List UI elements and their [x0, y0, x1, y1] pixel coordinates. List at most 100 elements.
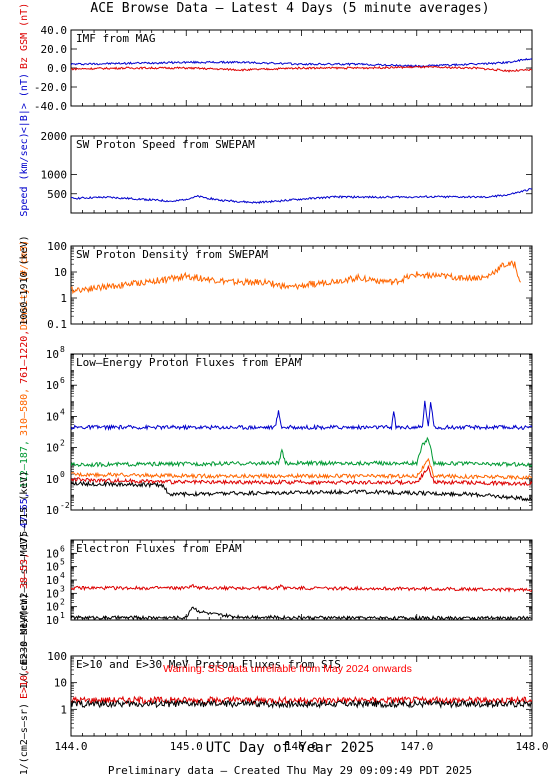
series-line-310-580: [71, 457, 532, 481]
series-line-e-10: [71, 695, 532, 706]
panel-title: Electron Fluxes from EPAM: [76, 542, 242, 555]
y-axis-label: 1/(cm2–s–sr–MeV) 47–65, 112–187, 310–580, 76…: [19, 235, 30, 628]
y-tick-label: 10: [46, 348, 59, 361]
series-line-density: [71, 260, 521, 295]
warning-annotation: Warning: SIS data unreliable from May 20…: [163, 663, 412, 675]
panel-5: 100 10 1 E>10 and E>30 MeV Proton Fluxes fr…: [19, 617, 549, 776]
y-axis-label-part: 1060–1910 (keV): [19, 235, 30, 325]
y-tick-label: 0.1: [47, 318, 67, 331]
series-group: [71, 260, 521, 295]
y-tick-label: 10: [46, 561, 59, 574]
y-tick-label: 10: [54, 677, 67, 690]
x-axis-label: UTC Day of Year 2025: [206, 740, 375, 756]
y-axis-label: 1/(cm2–s–sr) E>10, E>30 MeV: [19, 617, 30, 776]
y-axis-label-part: 1/(cm2–s–sr–MeV): [19, 532, 30, 628]
y-tick-label: 100: [47, 650, 67, 663]
series-group: [71, 695, 532, 709]
series-group: [71, 583, 532, 620]
y-tick-label: 500: [47, 188, 67, 201]
panel-title: E>10 and E>30 MeV Proton Fluxes from SIS: [76, 658, 341, 671]
y-tick-label: 1: [60, 703, 67, 716]
y-tick-label: 10: [54, 266, 67, 279]
y-tick-label: 10: [46, 504, 59, 517]
y-axis-label-part: 1/(cm2–s–sr): [19, 703, 30, 775]
y-tick-label: 20.0: [41, 43, 68, 56]
y-tick-label: 10: [46, 442, 59, 455]
y-tick-label: 100: [47, 240, 67, 253]
y-tick-exponent: -2: [60, 501, 70, 510]
panel-title: Low–Energy Proton Fluxes from EPAM: [76, 356, 302, 369]
y-axis-label-part: 38–53,: [19, 553, 30, 589]
y-axis-label: Density (#/cm3): [19, 240, 30, 330]
x-tick-label: 145.0: [170, 740, 203, 753]
y-tick-label: 10: [46, 473, 59, 486]
y-tick-exponent: 1: [60, 611, 65, 620]
y-axis-label-text: Speed (km/sec): [19, 132, 30, 216]
x-tick-label: 144.0: [54, 740, 87, 753]
y-axis-label-part: Density (#/cm3): [19, 240, 30, 330]
y-tick-exponent: 6: [60, 376, 65, 385]
y-axis-label-part: 175–315 (keV): [19, 471, 30, 549]
y-axis-label-part: <|B|> (nT): [19, 73, 30, 133]
series-line-761-1220: [71, 464, 532, 487]
series-line-speed: [71, 188, 532, 205]
y-axis-label-text: 1/(cm2–s–sr–MeV) 47–65, 112–187, 310–580, 76…: [19, 235, 30, 628]
panel-title: IMF from MAG: [76, 32, 155, 45]
panel-title: SW Proton Speed from SWEPAM: [76, 138, 255, 151]
series-line-175-315: [71, 606, 532, 620]
y-tick-exponent: 0: [60, 470, 65, 479]
series-line-1060-1910: [71, 480, 532, 502]
y-axis-label-part: E>30 MeV: [19, 617, 30, 665]
y-tick-exponent: 4: [60, 407, 65, 416]
panel-2: 100 10 1 0.1 SW Proton Density from SWEPAM De…: [19, 240, 533, 331]
y-axis-label-part: 310–580,: [19, 388, 30, 436]
series-line-38-53: [71, 583, 532, 593]
y-axis-label-part: E>10,: [19, 669, 30, 699]
y-tick-label: 10: [46, 587, 59, 600]
y-axis-label-text: Density (#/cm3): [19, 240, 30, 330]
y-tick-label: 10: [46, 601, 59, 614]
series-line--b-: [71, 57, 532, 68]
series-group: [71, 57, 532, 73]
panels-group: 40.0 20.0 0.0 -20.0 -40.0 IMF from MAG <|B|> (…: [19, 3, 549, 775]
y-tick-exponent: 2: [60, 439, 65, 448]
panel-title: SW Proton Density from SWEPAM: [76, 248, 268, 261]
y-tick-label: -40.0: [34, 100, 67, 113]
y-tick-label: 10: [46, 410, 59, 423]
y-axis-label-part: 47–65,: [19, 492, 30, 528]
footer-text: Preliminary data – Created Thu May 29 09…: [108, 764, 472, 777]
y-tick-label: 0.0: [47, 62, 67, 75]
series-group: [71, 188, 532, 205]
y-tick-label: -20.0: [34, 81, 67, 94]
panel-1: 2000 1000 500 SW Proton Speed from SWEPAM Sp…: [19, 130, 533, 217]
series-line-47-65: [71, 400, 532, 432]
y-axis-label-part: Bz GSM (nT): [19, 3, 30, 69]
y-tick-label: 10: [46, 574, 59, 587]
y-tick-label: 10: [46, 379, 59, 392]
y-tick-exponent: 2: [60, 598, 65, 607]
y-tick-exponent: 8: [60, 345, 65, 354]
y-tick-label: 40.0: [41, 24, 68, 37]
y-tick-exponent: 3: [60, 584, 65, 593]
y-axis-label-part: 112–187,: [19, 440, 30, 488]
y-axis-label-part: 761–1220,: [19, 330, 30, 384]
y-axis-label: Speed (km/sec): [19, 132, 30, 216]
y-tick-exponent: 6: [60, 544, 65, 553]
x-tick-label: 147.0: [400, 740, 433, 753]
series-line-e-30: [71, 698, 532, 709]
y-tick-label: 2000: [41, 130, 68, 143]
series-line-bz-gsm: [71, 65, 532, 73]
series-group: [71, 400, 532, 502]
y-tick-label: 1000: [41, 169, 68, 182]
y-axis-label-text: 1/(cm2–s–sr–MeV)38–53, 175–315 (keV): [19, 471, 30, 690]
y-axis-label-text: <|B|> (nT) Bz GSM (nT): [19, 3, 30, 133]
figure-title: ACE Browse Data – Latest 4 Days (5 minut…: [90, 1, 489, 16]
y-tick-label: 1: [60, 292, 67, 305]
x-tick-label: 148.0: [515, 740, 548, 753]
y-axis-label-part: Speed (km/sec): [19, 132, 30, 216]
y-axis-label-text: 1/(cm2–s–sr) E>10, E>30 MeV: [19, 617, 30, 776]
panel-0: 40.0 20.0 0.0 -20.0 -40.0 IMF from MAG <|B|> (…: [19, 3, 533, 133]
